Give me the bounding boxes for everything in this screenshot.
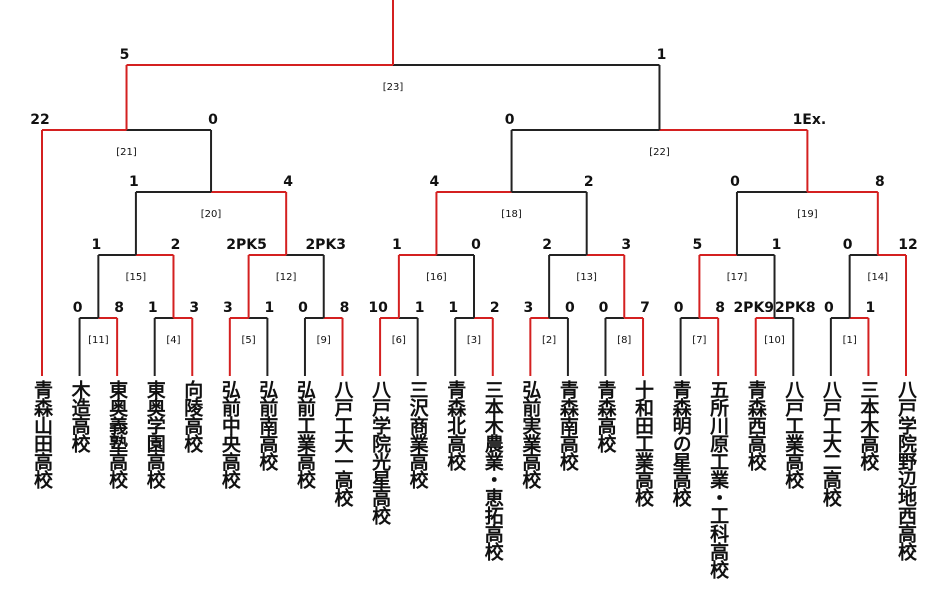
- match-label: [14]: [868, 272, 889, 283]
- score: 2: [584, 174, 594, 190]
- score: 0: [208, 112, 218, 128]
- team-name: 三本木高校: [857, 380, 880, 470]
- score: 0: [565, 300, 575, 316]
- match-label: [1]: [843, 335, 857, 346]
- team-name: 弘前中央高校: [218, 380, 241, 488]
- score: 0: [824, 300, 834, 316]
- score: 5: [120, 47, 130, 63]
- score: 1: [772, 237, 782, 253]
- score: 3: [621, 237, 631, 253]
- match-label: [10]: [764, 335, 785, 346]
- score: 8: [340, 300, 350, 316]
- score: 2PK3: [305, 237, 346, 253]
- team-name: 弘前工業高校: [293, 380, 316, 488]
- match-label: [12]: [276, 272, 297, 283]
- score: 8: [875, 174, 885, 190]
- score: 8: [715, 300, 725, 316]
- score: 8: [114, 300, 124, 316]
- score: 1: [415, 300, 425, 316]
- score: 0: [298, 300, 308, 316]
- score: 2PK5: [226, 237, 267, 253]
- score: 1: [866, 300, 876, 316]
- match-label: [23]: [383, 82, 404, 93]
- score: 0: [730, 174, 740, 190]
- team-name: 東奥義塾高校: [106, 380, 129, 488]
- team-name: 八戸学院野辺地西高校: [895, 380, 917, 560]
- match-label: [2]: [542, 335, 556, 346]
- team-name: 八戸工大二高校: [819, 380, 842, 506]
- match-label: [18]: [501, 209, 522, 220]
- score: 0: [505, 112, 515, 128]
- score: 1: [148, 300, 158, 316]
- team-name: 三沢商業高校: [406, 380, 429, 488]
- score: 4: [283, 174, 293, 190]
- match-label: [6]: [392, 335, 406, 346]
- match-label: [5]: [242, 335, 256, 346]
- score: 3: [223, 300, 233, 316]
- score: 2: [542, 237, 552, 253]
- score: 2PK9: [733, 300, 774, 316]
- match-label: [19]: [797, 209, 818, 220]
- team-name: 八戸学院光星高校: [369, 380, 392, 524]
- match-label: [8]: [617, 335, 631, 346]
- score: 1: [392, 237, 402, 253]
- match-label: [20]: [201, 209, 222, 220]
- team-name: 青森高校: [594, 380, 617, 452]
- score: 1: [657, 47, 667, 63]
- score: 3: [189, 300, 199, 316]
- team-name: 八戸工業高校: [782, 380, 805, 488]
- score: 0: [471, 237, 481, 253]
- match-label: [9]: [317, 335, 331, 346]
- score: 1: [91, 237, 101, 253]
- team-name: 八戸工大一高校: [331, 380, 354, 506]
- match-label: [3]: [467, 335, 481, 346]
- team-name: 弘前実業高校: [519, 380, 542, 488]
- team-name: 東奥学園高校: [143, 380, 166, 488]
- score: 1: [265, 300, 275, 316]
- score: 2PK8: [775, 300, 816, 316]
- score: 0: [73, 300, 83, 316]
- score: 1: [129, 174, 139, 190]
- score: 0: [674, 300, 684, 316]
- match-label: [21]: [116, 147, 137, 158]
- team-name: 十和田工業高校: [632, 380, 655, 506]
- match-label: [7]: [692, 335, 706, 346]
- match-label: [15]: [126, 272, 147, 283]
- match-label: [16]: [426, 272, 447, 283]
- match-label: [11]: [88, 335, 109, 346]
- team-name: 青森明の星高校: [669, 380, 692, 506]
- score: 10: [368, 300, 388, 316]
- score: 12: [898, 237, 917, 253]
- score: 7: [640, 300, 650, 316]
- team-name: 青森山田高校: [31, 380, 53, 488]
- score: 2: [490, 300, 500, 316]
- match-label: [17]: [727, 272, 748, 283]
- score: 5: [693, 237, 703, 253]
- team-name: 青森北高校: [444, 380, 467, 470]
- team-name: 五所川原工業・工科高校: [707, 380, 730, 578]
- score: 2: [171, 237, 181, 253]
- score: 0: [843, 237, 853, 253]
- team-name: 青森西高校: [744, 380, 767, 470]
- match-label: [13]: [576, 272, 597, 283]
- match-label: [22]: [649, 147, 670, 158]
- team-name: 三本木農業・恵拓高校: [481, 380, 504, 560]
- score: 3: [523, 300, 533, 316]
- score: 4: [430, 174, 440, 190]
- team-name: 青森南高校: [556, 380, 579, 470]
- score: 22: [30, 112, 49, 128]
- match-label: [4]: [166, 335, 180, 346]
- team-name: 向陵高校: [181, 380, 204, 452]
- score: 0: [599, 300, 609, 316]
- score: 1: [448, 300, 458, 316]
- score: 1Ex.: [793, 112, 827, 128]
- team-name: 弘前南高校: [256, 380, 279, 470]
- team-name: 木造高校: [68, 380, 91, 452]
